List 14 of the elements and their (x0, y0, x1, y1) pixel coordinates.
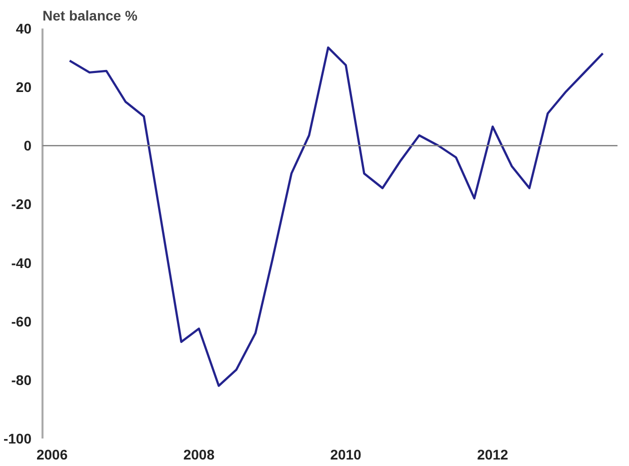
y-tick-label: -80 (11, 372, 32, 388)
x-tick-label: 2012 (477, 446, 508, 462)
x-tick-label: 2008 (183, 446, 215, 462)
y-tick-label: -40 (11, 254, 32, 271)
y-tick-label: 20 (16, 79, 32, 96)
y-tick-label: -60 (11, 313, 32, 330)
y-tick-label: 40 (16, 20, 32, 36)
y-tick-label: -20 (11, 196, 32, 212)
y-axis-title: Net balance % (42, 8, 138, 24)
line-series (68, 46, 604, 387)
y-tick-label: 0 (24, 138, 32, 154)
y-tick-label: -100 (3, 430, 32, 446)
x-tick-label: 2006 (36, 446, 68, 462)
x-tick-label: 2010 (330, 446, 362, 462)
